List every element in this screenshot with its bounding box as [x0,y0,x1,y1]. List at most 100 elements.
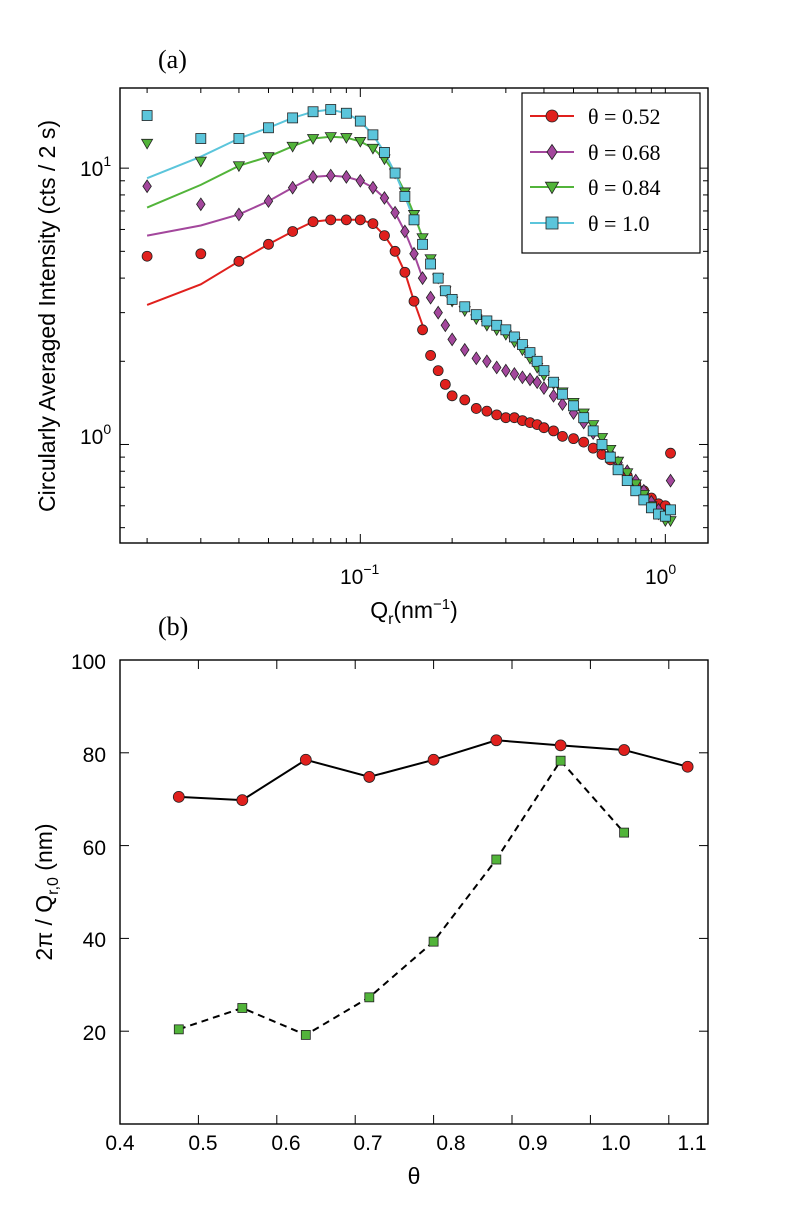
legend-markers [530,109,574,230]
legend-marker-3 [545,216,559,230]
panel-a-xtick-label-0: 10−1 [340,561,380,589]
data-point-green-squares [619,827,630,838]
panel-b-data-points [172,734,694,1040]
panel-a-data-points [140,104,677,527]
data-point-series-3 [587,425,599,437]
data-point-series-0 [340,214,352,226]
data-point-series-0 [417,324,428,336]
panel-a-legend: θ = 0.52 θ = 0.68 θ = 0.84 θ = 1.0 [521,92,701,254]
data-point-series-2 [140,138,154,150]
data-point-series-1 [355,173,366,188]
data-point-series-1 [400,224,410,239]
panel-a-plot-frame [119,87,709,544]
data-point-series-3 [417,238,428,250]
panel-a-ytick-label-0: 100 [80,421,111,449]
legend-marker-2 [544,181,560,195]
data-point-series-0 [538,422,550,434]
data-point-series-0 [568,433,579,445]
data-point-red-circles [554,739,567,752]
data-point-red-circles [490,734,503,747]
panel-b-xtick-label-7: 1.1 [677,1132,706,1155]
panel-b-label: (b) [158,612,188,641]
data-point-series-0 [195,248,207,260]
data-point-green-squares [300,1030,311,1040]
data-point-series-2 [629,479,642,491]
panel-b-xtick-label-4: 0.8 [436,1132,465,1155]
data-point-series-3 [508,331,520,343]
data-point-series-3 [630,485,642,497]
data-point-series-3 [481,315,493,327]
data-point-series-0 [379,230,390,242]
data-point-green-squares [237,1003,248,1013]
panel-a-xlabel: Qr(nm−1) [370,596,458,628]
data-point-series-3 [354,115,366,127]
data-point-series-3 [645,502,657,514]
data-point-series-3 [233,133,245,144]
panel-b-ytick-label-1: 40 [83,929,106,952]
data-point-series-0 [432,365,444,377]
data-point-series-0 [287,226,299,237]
data-point-series-3 [665,504,676,516]
data-point-series-3 [548,376,559,388]
legend-marker-0 [545,109,559,123]
data-point-red-circles [236,794,249,807]
panel-b-xlabel: θ [408,1163,421,1189]
data-point-series-3 [531,355,543,367]
data-point-series-0 [491,409,503,421]
panel-b-ylabel: 2π / Qr,0 (nm) [31,823,62,960]
data-point-series-1 [287,180,298,195]
panel-a-label: (a) [158,45,187,74]
data-point-series-0 [325,214,337,226]
panel-b-ytick-label-4: 100 [71,651,106,674]
data-point-series-1 [460,342,470,357]
panel-a-xtick-label-1: 100 [645,561,676,589]
data-point-green-squares [555,755,566,766]
data-point-series-3 [379,147,390,158]
data-point-series-3 [287,112,299,124]
data-point-series-1 [557,397,568,412]
data-point-series-0 [354,214,366,226]
data-point-series-1 [517,370,528,385]
data-point-series-0 [665,447,676,459]
data-point-series-3 [500,324,512,336]
data-point-series-1 [665,473,676,488]
data-point-series-0 [425,350,436,361]
data-point-series-3 [538,365,550,377]
data-point-series-3 [408,214,420,226]
fit-line-series-3 [146,108,415,221]
data-point-series-1 [326,168,336,183]
data-point-series-3 [439,285,451,297]
data-point-series-3 [612,464,624,476]
data-point-green-squares [364,992,375,1003]
data-point-series-1 [525,372,535,387]
data-point-series-1 [425,290,436,305]
data-point-series-1 [509,366,520,381]
data-point-series-3 [621,475,633,487]
panel-a-ytick-label-1: 101 [80,153,111,181]
data-point-series-1 [196,197,206,212]
data-point-series-2 [586,420,600,431]
series-line-green-squares [178,759,625,1037]
data-point-series-0 [408,295,420,307]
data-point-series-2 [595,433,609,444]
panel-b-xtick-label-1: 0.5 [188,1132,217,1155]
data-point-series-3 [578,412,590,424]
data-point-series-3 [425,258,436,270]
data-point-series-1 [368,180,378,195]
panel-b-plot-frame [119,659,709,1125]
data-point-series-3 [604,451,616,463]
data-point-series-1 [234,207,244,222]
data-point-series-2 [340,133,353,144]
data-point-series-1 [532,375,542,390]
data-point-series-0 [481,405,493,417]
data-point-series-3 [470,309,482,321]
panel-b-ticks [119,659,708,1124]
data-point-series-3 [596,439,608,450]
data-point-series-1 [447,332,457,347]
data-point-red-circles [299,753,312,766]
legend-label-3: θ = 1.0 [588,211,649,236]
data-point-series-3 [195,133,207,144]
data-point-series-2 [621,468,634,480]
legend-label-1: θ = 0.68 [588,140,660,165]
panel-b-xtick-label-3: 0.7 [353,1132,382,1155]
